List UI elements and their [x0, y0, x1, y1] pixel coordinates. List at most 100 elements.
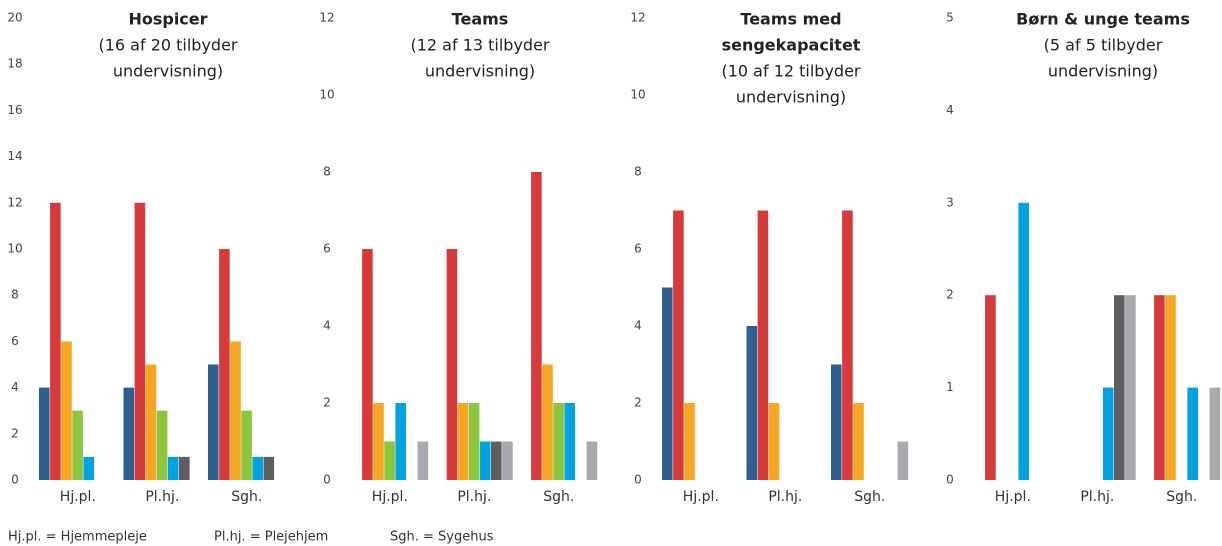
- y-tick-label: 1: [946, 380, 954, 394]
- y-tick-label: 3: [946, 195, 954, 209]
- y-tick-label: 12: [7, 195, 22, 209]
- bar: [491, 441, 502, 480]
- bar: [39, 387, 50, 480]
- footnote: Sgh. = Sygehus: [390, 530, 494, 545]
- bar: [1125, 295, 1136, 480]
- panel-subtitle: undervisning): [1048, 62, 1158, 81]
- y-tick-label: 8: [323, 165, 331, 179]
- y-tick-label: 12: [630, 11, 645, 25]
- panel-title: sengekapacitet: [722, 36, 861, 55]
- bar: [362, 249, 373, 480]
- x-tick-label: Hj.pl.: [683, 489, 719, 505]
- bar: [208, 364, 219, 480]
- panel-title: Børn & unge teams: [1016, 10, 1190, 29]
- bar: [252, 456, 263, 480]
- bar: [662, 287, 673, 480]
- bar: [1114, 295, 1125, 480]
- bar: [542, 364, 553, 480]
- bar: [897, 441, 909, 480]
- y-tick-label: 2: [946, 288, 954, 302]
- panel-subtitle: undervisning): [425, 62, 535, 81]
- y-tick-label: 18: [7, 57, 22, 71]
- bar: [684, 403, 695, 480]
- y-tick-label: 8: [634, 165, 642, 179]
- panel-subtitle: undervisning): [736, 88, 846, 107]
- x-tick-label: Sgh.: [1166, 489, 1197, 505]
- bar: [502, 441, 513, 480]
- x-tick-label: Pl.hj.: [145, 489, 179, 505]
- bar: [446, 249, 458, 480]
- bar: [985, 295, 996, 480]
- bar: [564, 403, 575, 480]
- bar: [61, 341, 72, 480]
- bar: [1018, 202, 1029, 481]
- bar: [263, 456, 275, 480]
- bar: [842, 210, 853, 480]
- x-tick-label: Pl.hj.: [457, 489, 491, 505]
- y-tick-label: 6: [634, 242, 642, 256]
- y-tick-label: 0: [946, 473, 954, 487]
- y-tick-label: 0: [11, 473, 19, 487]
- panel-subtitle: (10 af 12 tilbyder: [721, 62, 860, 81]
- y-tick-label: 4: [323, 319, 331, 333]
- panel-subtitle: undervisning): [113, 62, 223, 81]
- y-tick-label: 5: [946, 11, 954, 25]
- x-tick-label: Pl.hj.: [1080, 489, 1114, 505]
- panel-title: Hospicer: [128, 10, 207, 29]
- bar: [83, 456, 94, 480]
- bar: [1154, 295, 1165, 480]
- y-tick-label: 12: [319, 11, 334, 25]
- x-tick-label: Hj.pl.: [60, 489, 96, 505]
- bar: [123, 387, 135, 480]
- bar: [145, 364, 157, 480]
- y-tick-label: 0: [323, 473, 331, 487]
- x-tick-label: Sgh.: [543, 489, 574, 505]
- x-tick-label: Hj.pl.: [372, 489, 408, 505]
- y-tick-label: 4: [11, 380, 19, 394]
- y-tick-label: 10: [7, 242, 22, 256]
- bar: [673, 210, 684, 480]
- bar: [757, 210, 769, 480]
- panel-subtitle: (16 af 20 tilbyder: [98, 36, 237, 55]
- footnote: Pl.hj. = Plejehjem: [214, 530, 328, 545]
- y-tick-label: 6: [11, 334, 19, 348]
- bar: [457, 403, 469, 480]
- bar: [831, 364, 842, 480]
- y-tick-label: 14: [7, 149, 22, 163]
- bar: [72, 410, 83, 480]
- y-tick-label: 0: [634, 473, 642, 487]
- y-tick-label: 10: [630, 88, 645, 102]
- panel-subtitle: (5 af 5 tilbyder: [1044, 36, 1163, 55]
- bar: [219, 249, 230, 480]
- y-tick-label: 4: [634, 319, 642, 333]
- bar: [373, 403, 384, 480]
- bar: [241, 410, 252, 480]
- bar: [553, 403, 564, 480]
- bar: [1209, 387, 1221, 480]
- y-tick-label: 10: [319, 88, 334, 102]
- x-tick-label: Hj.pl.: [995, 489, 1031, 505]
- bar: [156, 410, 168, 480]
- bar: [768, 403, 780, 480]
- x-tick-label: Pl.hj.: [768, 489, 802, 505]
- panel-subtitle: (12 af 13 tilbyder: [410, 36, 549, 55]
- bar: [479, 441, 491, 480]
- y-tick-label: 20: [7, 11, 22, 25]
- bar: [384, 441, 395, 480]
- panel-title: Teams med: [740, 10, 841, 29]
- bar: [50, 202, 61, 481]
- y-tick-label: 4: [946, 103, 954, 117]
- panel-title: Teams: [452, 10, 509, 29]
- x-tick-label: Sgh.: [231, 489, 262, 505]
- x-tick-label: Sgh.: [854, 489, 885, 505]
- bar: [853, 403, 864, 480]
- bar: [395, 403, 406, 480]
- y-tick-label: 2: [634, 396, 642, 410]
- bar: [230, 341, 241, 480]
- y-tick-label: 16: [7, 103, 22, 117]
- bar: [167, 456, 179, 480]
- bar: [468, 403, 480, 480]
- bar: [1102, 387, 1114, 480]
- bar: [134, 202, 146, 481]
